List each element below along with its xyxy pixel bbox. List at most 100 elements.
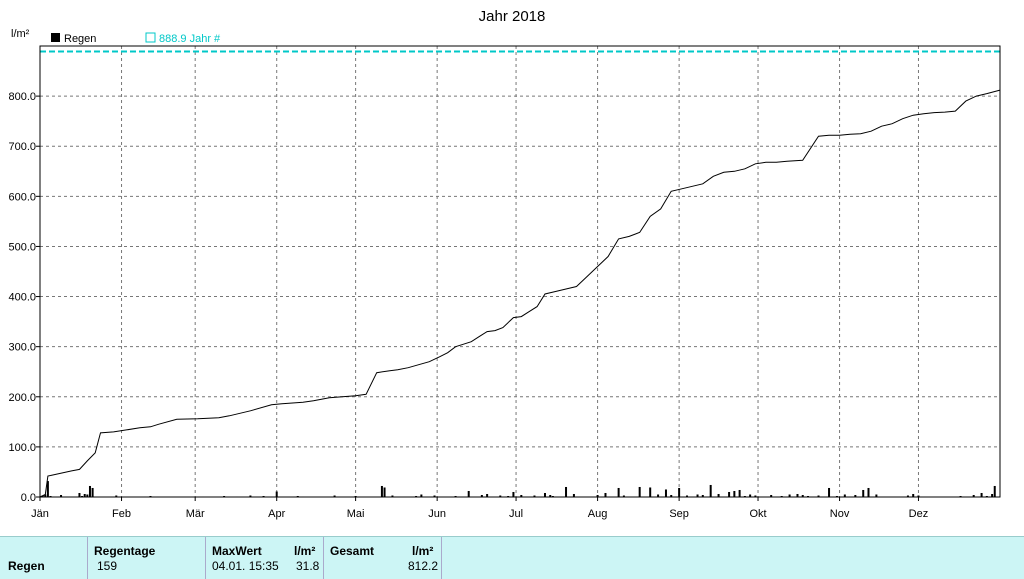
x-tick-label: Jun: [428, 508, 446, 520]
rain-bar: [480, 494, 483, 497]
rain-bar: [512, 491, 515, 497]
rain-bar: [917, 495, 920, 497]
x-tick-label: Nov: [830, 508, 850, 520]
rain-bar: [383, 487, 386, 497]
rain-bar: [835, 495, 838, 497]
cumulative-rain-line: [39, 89, 1001, 498]
rain-bar: [533, 495, 536, 497]
cumulative-line: [39, 89, 1001, 498]
legend-regen-label: Regen: [64, 33, 96, 45]
x-tick-label: Aug: [588, 508, 608, 520]
x-tick-label: Okt: [749, 508, 766, 520]
x-tick-label: Mär: [186, 508, 205, 520]
rain-bar: [617, 487, 620, 497]
rain-bar: [604, 492, 607, 497]
rain-bar: [78, 492, 81, 497]
rain-bar: [486, 493, 489, 497]
rain-bar: [499, 495, 502, 497]
y-tick-label: 700.0: [8, 141, 36, 153]
rain-bar: [972, 494, 975, 497]
chart-title: Jahr 2018: [479, 8, 546, 25]
divider: [323, 537, 324, 579]
y-axis-unit: l/m²: [11, 28, 30, 40]
daily-rain-bars: [41, 481, 996, 498]
rain-bar: [549, 494, 552, 497]
y-tick-label: 600.0: [8, 191, 36, 203]
plot-border: [39, 45, 1001, 498]
rain-bar: [843, 494, 846, 497]
legend-year-label: 888.9 Jahr #: [159, 33, 221, 45]
rain-bar: [467, 490, 470, 497]
rain-chart: Jahr 2018 l/m² Regen 888.9 Jahr # 0.0 100…: [8, 8, 1001, 520]
y-tick-label: 800.0: [8, 91, 36, 103]
rain-bar: [906, 495, 909, 497]
rain-bar: [91, 487, 94, 497]
rain-bar: [770, 494, 773, 497]
y-tick-label: 0.0: [21, 492, 36, 504]
rain-bar: [664, 489, 667, 497]
rain-bar: [86, 494, 89, 497]
plot-frame: [39, 45, 1001, 498]
rain-bar: [354, 495, 357, 497]
rain-bar: [743, 495, 746, 497]
regentage-header: Regentage: [94, 544, 156, 558]
rain-bar: [867, 487, 870, 497]
rain-bar: [249, 495, 252, 497]
rain-bar: [738, 489, 741, 497]
rain-bar: [543, 492, 546, 497]
y-tick-label: 200.0: [8, 392, 36, 404]
rain-bar: [854, 494, 857, 497]
x-tick-label: Jän: [31, 508, 49, 520]
legend-year-swatch: [145, 32, 156, 43]
rain-bar: [701, 494, 704, 497]
rain-bar: [572, 493, 575, 497]
rain-bar: [817, 495, 820, 497]
rain-bar: [780, 495, 783, 497]
x-tick-label: Sep: [669, 508, 689, 520]
rain-bar: [638, 486, 641, 497]
stats-row-label: Regen: [8, 559, 45, 573]
rain-bar: [49, 495, 52, 497]
rain-bar: [733, 490, 736, 497]
maxwert-header: MaxWert: [212, 544, 262, 558]
x-tick-label: Dez: [909, 508, 929, 520]
rain-bar: [709, 484, 712, 497]
rain-bar: [807, 495, 809, 497]
rain-bar: [749, 494, 752, 497]
rain-bar: [801, 494, 804, 497]
rain-bar: [796, 493, 799, 497]
y-tick-label: 300.0: [8, 342, 36, 354]
rain-bar: [149, 495, 152, 497]
rain-bar: [862, 489, 865, 497]
rain-bar: [828, 487, 831, 497]
rain-bar: [115, 495, 118, 497]
rain-bar: [380, 485, 383, 497]
grid: [36, 46, 1000, 501]
rain-bar: [60, 494, 63, 497]
y-tick-labels: 0.0 100.0 200.0 300.0 400.0 500.0 600.0 700.0 80…: [8, 91, 36, 504]
rain-bar: [717, 493, 720, 497]
maxwert-date: 04.01. 15:35: [212, 559, 279, 573]
rain-bar: [754, 495, 757, 497]
rain-bar: [657, 494, 660, 497]
statistics-bar: Regen Regentage 159 MaxWert l/m² 04.01. …: [0, 536, 1024, 579]
maxwert-value: 31.8: [296, 559, 320, 573]
rain-bar: [296, 495, 299, 497]
rain-bar: [88, 485, 91, 497]
regentage-value: 159: [97, 559, 118, 573]
rain-bar: [985, 495, 988, 497]
x-tick-label: Mai: [347, 508, 365, 520]
rain-bar: [81, 495, 84, 497]
rain-bar: [333, 495, 336, 497]
gesamt-value: 812.2: [408, 559, 439, 573]
rain-bar: [696, 494, 699, 497]
rain-bar: [670, 494, 673, 497]
rain-bar: [993, 485, 996, 497]
x-tick-label: Jul: [509, 508, 523, 520]
rain-bar: [420, 494, 423, 497]
rain-bar: [686, 495, 689, 497]
gesamt-unit: l/m²: [412, 544, 434, 558]
rain-bar: [875, 494, 878, 497]
rain-bar: [728, 491, 731, 497]
rain-bar: [520, 494, 523, 497]
